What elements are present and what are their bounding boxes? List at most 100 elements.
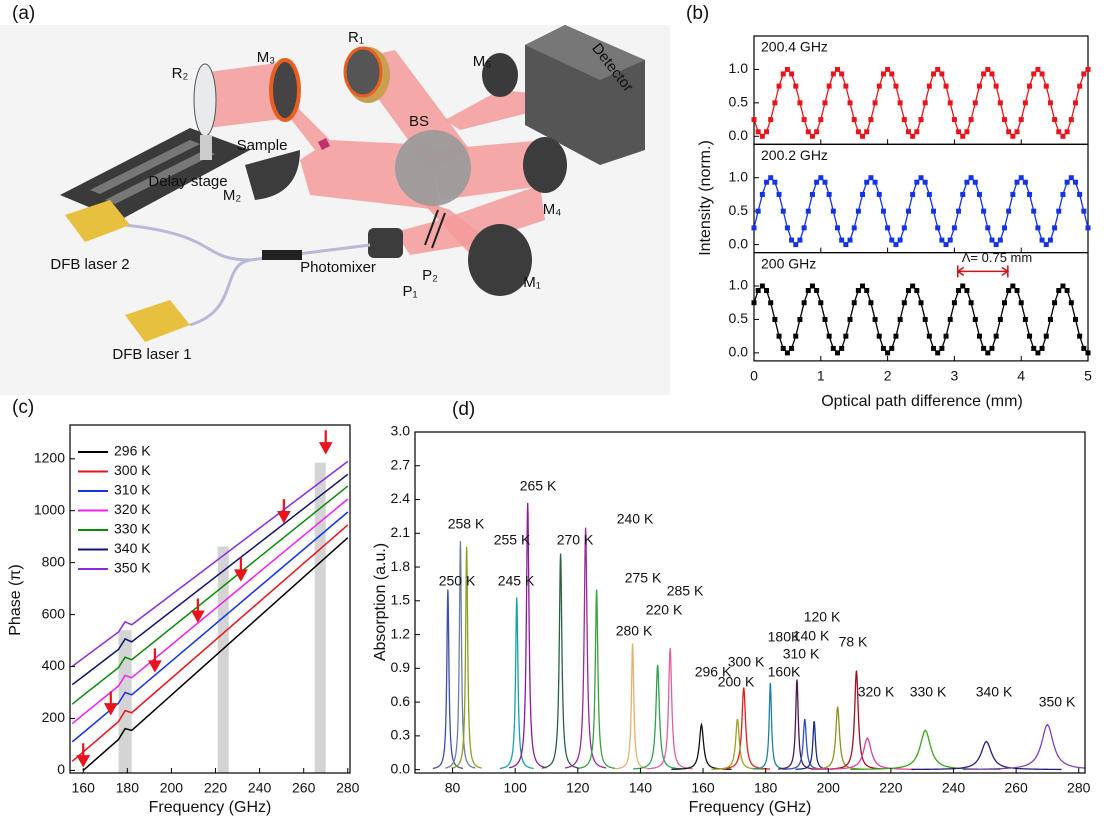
y-tick-label: 2.1 — [391, 524, 411, 540]
data-point — [943, 242, 949, 248]
series-label: 200.2 GHz — [761, 147, 828, 163]
x-tick-label: 220 — [879, 780, 903, 796]
beam — [285, 80, 330, 150]
data-point — [985, 66, 991, 72]
data-point — [1027, 191, 1033, 197]
y-tick-label: 1.0 — [729, 60, 749, 76]
data-point — [901, 300, 907, 306]
series-line — [71, 485, 349, 705]
x-tick-label: 200 — [817, 780, 841, 796]
data-point — [1085, 225, 1091, 231]
arrow — [103, 691, 118, 716]
data-point — [864, 129, 870, 135]
data-point — [797, 100, 803, 106]
diagram-label: M₂ — [223, 187, 241, 204]
data-point — [956, 129, 962, 135]
series-line — [71, 460, 349, 668]
data-point — [843, 242, 849, 248]
x-tick-label: 220 — [204, 780, 228, 796]
data-point — [981, 345, 987, 351]
data-point — [1068, 300, 1074, 306]
diagram-label: M₅ — [473, 53, 492, 70]
data-point — [993, 333, 999, 339]
data-point — [1002, 300, 1007, 306]
data-point — [1056, 288, 1062, 294]
arrow — [148, 648, 162, 673]
series-label: 200.4 GHz — [761, 39, 828, 55]
data-point — [826, 83, 832, 89]
data-point — [935, 350, 941, 356]
data-point — [893, 333, 899, 339]
data-point — [755, 288, 761, 294]
data-point — [780, 208, 786, 214]
data-point — [830, 71, 836, 77]
data-point — [768, 175, 774, 181]
y-tick-label: 200 — [42, 709, 66, 725]
data-point — [972, 179, 978, 185]
data-point — [1006, 129, 1012, 135]
data-point — [776, 191, 782, 197]
data-point — [818, 117, 824, 123]
annotation-arrow — [956, 265, 1010, 278]
y-tick-label: 0.0 — [391, 760, 411, 776]
peak-label: 245 K — [498, 573, 535, 589]
data-point — [872, 316, 878, 322]
data-point — [1039, 345, 1045, 351]
data-point — [1072, 100, 1078, 106]
data-point — [910, 283, 916, 289]
peak-label: 296 K — [695, 664, 732, 680]
data-point — [910, 133, 916, 139]
data-point — [855, 208, 861, 214]
data-point — [1018, 117, 1024, 123]
data-point — [1047, 100, 1053, 106]
data-point — [830, 345, 836, 351]
data-point — [1052, 225, 1058, 231]
x-tick-label: 140 — [629, 780, 653, 796]
data-point — [956, 288, 962, 294]
data-point — [876, 333, 882, 339]
peak-label: 78 K — [839, 634, 868, 650]
y-tick-label: 0.5 — [729, 310, 749, 326]
diagram-label: M₁ — [523, 274, 541, 291]
data-point — [1022, 100, 1028, 106]
data-point — [939, 345, 945, 351]
data-point — [993, 242, 999, 248]
data-point — [951, 300, 957, 306]
data-point — [814, 288, 820, 294]
data-point — [1031, 71, 1037, 77]
data-point — [1018, 300, 1024, 306]
y-tick-label: 400 — [42, 657, 66, 673]
x-axis-label: Optical path difference (mm) — [821, 393, 1023, 410]
data-point — [860, 133, 866, 139]
x-tick-label: 4 — [1017, 368, 1025, 384]
data-point — [789, 345, 795, 351]
data-point — [847, 100, 853, 106]
arrow — [276, 499, 291, 524]
data-point — [1077, 83, 1083, 89]
data-point — [968, 300, 974, 306]
x-tick-label: 280 — [1067, 780, 1091, 796]
data-point — [818, 300, 824, 306]
data-point — [1077, 191, 1083, 197]
data-point — [880, 208, 886, 214]
data-point — [1031, 208, 1037, 214]
diagram-label: M₄ — [543, 201, 562, 218]
legend-label: 310 K — [114, 482, 151, 498]
data-point — [805, 288, 811, 294]
data-point — [1035, 225, 1041, 231]
data-point — [935, 225, 941, 231]
data-point — [784, 225, 790, 231]
data-point — [818, 175, 824, 181]
series-line — [71, 473, 349, 686]
peak-label: 200 K — [718, 674, 755, 690]
data-point — [1006, 208, 1012, 214]
data-point — [918, 175, 924, 181]
data-point — [997, 100, 1003, 106]
data-point — [822, 100, 828, 106]
y-tick-label: 1200 — [34, 449, 65, 465]
data-point — [868, 300, 874, 306]
data-point — [1077, 333, 1083, 339]
data-point — [872, 179, 878, 185]
x-tick-label: 260 — [292, 780, 316, 796]
data-point — [1006, 288, 1012, 294]
